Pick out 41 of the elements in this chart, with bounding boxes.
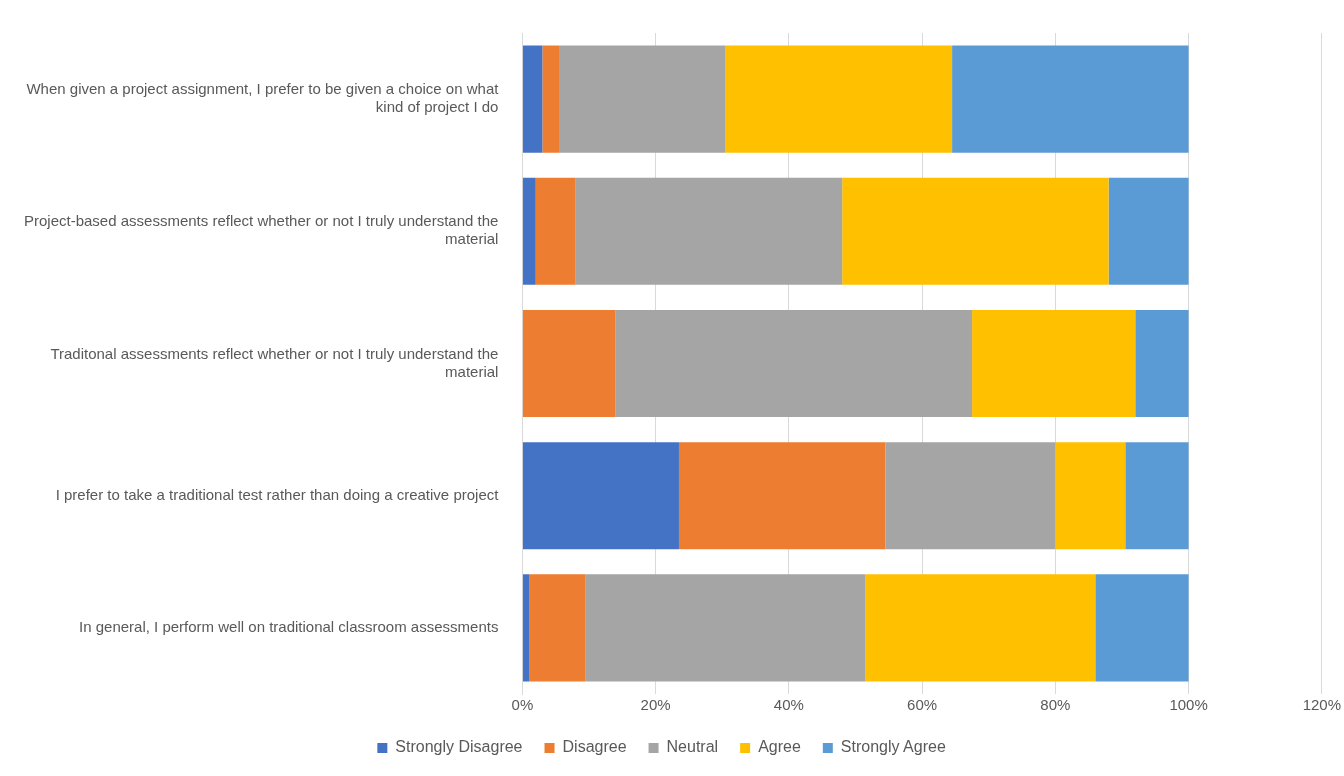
- bar: [1135, 309, 1189, 418]
- legend-label: Neutral: [666, 738, 719, 756]
- legend-label: Strongly Disagree: [395, 738, 523, 756]
- bar: [842, 177, 1109, 285]
- y-tick-label: In general, I perform well on traditional classroom assessments: [79, 618, 499, 636]
- bar: [529, 574, 586, 682]
- bar: [522, 45, 543, 153]
- bar: [972, 309, 1136, 418]
- bar: [1108, 177, 1189, 285]
- x-tick-label: 80%: [1040, 696, 1071, 714]
- bar: [522, 574, 530, 682]
- bar: [522, 177, 536, 285]
- bar: [952, 45, 1189, 153]
- bar: [885, 442, 1056, 550]
- bar: [1055, 442, 1126, 550]
- x-tick-label: 0%: [511, 696, 534, 714]
- bar: [535, 177, 576, 285]
- x-tick-label: 100%: [1169, 696, 1208, 714]
- x-tick-label: 40%: [773, 696, 804, 714]
- legend-label: Disagree: [562, 738, 627, 756]
- y-tick-label: I prefer to take a traditional test rather than doing a creative project: [55, 485, 500, 503]
- bar: [865, 574, 1096, 682]
- x-tick-label: 60%: [907, 696, 938, 714]
- bar: [1125, 442, 1189, 550]
- y-tick-label: Traditonal assessments reflect whether or not I truly understand the material: [50, 344, 499, 380]
- bar: [522, 309, 616, 418]
- legend-label: Agree: [758, 738, 801, 756]
- bar: [725, 45, 953, 153]
- bar: [542, 45, 560, 153]
- bar: [522, 442, 679, 550]
- bar: [559, 45, 726, 153]
- legend-label: Strongly Agree: [840, 738, 946, 756]
- bar: [615, 309, 973, 418]
- x-tick-label: 120%: [1302, 696, 1342, 714]
- y-tick-label: Project-based assessments reflect whether or not I truly understand the material: [24, 212, 499, 248]
- x-tick-label: 20%: [640, 696, 671, 714]
- bar: [575, 177, 843, 285]
- bar: [585, 574, 866, 682]
- y-tick-label: When given a project assignment, I prefer to be given a choice on what kind of project I do: [26, 80, 500, 116]
- bar: [1095, 574, 1189, 682]
- bar: [678, 442, 886, 550]
